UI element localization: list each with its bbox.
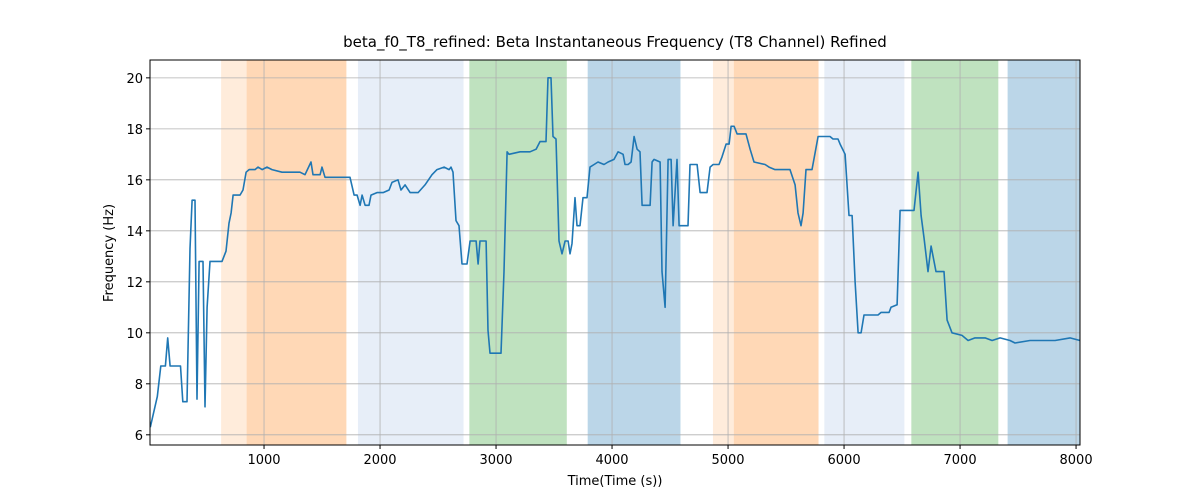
y-tick-label: 20 xyxy=(126,72,143,87)
x-axis-label: Time(Time (s)) xyxy=(567,474,663,489)
shaded-span xyxy=(733,60,819,445)
shaded-span xyxy=(246,60,347,445)
data-line xyxy=(149,77,1081,428)
x-tick-label: 4000 xyxy=(595,453,628,468)
x-tick-label: 3000 xyxy=(479,453,512,468)
shaded-span xyxy=(712,60,734,445)
x-tick-label: 6000 xyxy=(828,453,861,468)
y-tick-label: 18 xyxy=(126,123,143,138)
y-tick-label: 12 xyxy=(126,276,143,291)
shaded-span xyxy=(1007,60,1080,445)
plot-frame xyxy=(149,59,1081,446)
shaded-span xyxy=(824,60,905,445)
x-tick-label: 8000 xyxy=(1060,453,1093,468)
x-tick-label: 2000 xyxy=(363,453,396,468)
y-tick-label: 6 xyxy=(135,429,143,444)
shaded-span xyxy=(587,60,681,445)
shaded-span xyxy=(911,60,999,445)
y-tick-label: 8 xyxy=(135,378,143,393)
y-axis-label: Frequency (Hz) xyxy=(102,204,117,302)
shaded-span xyxy=(357,60,464,445)
x-tick-label: 1000 xyxy=(247,453,280,468)
chart-title: beta_f0_T8_refined: Beta Instantaneous F… xyxy=(343,33,887,52)
x-tick-label: 7000 xyxy=(944,453,977,468)
y-tick-label: 10 xyxy=(126,327,143,342)
y-tick-label: 16 xyxy=(126,174,143,189)
y-tick-label: 14 xyxy=(126,225,143,240)
x-tick-label: 5000 xyxy=(711,453,744,468)
